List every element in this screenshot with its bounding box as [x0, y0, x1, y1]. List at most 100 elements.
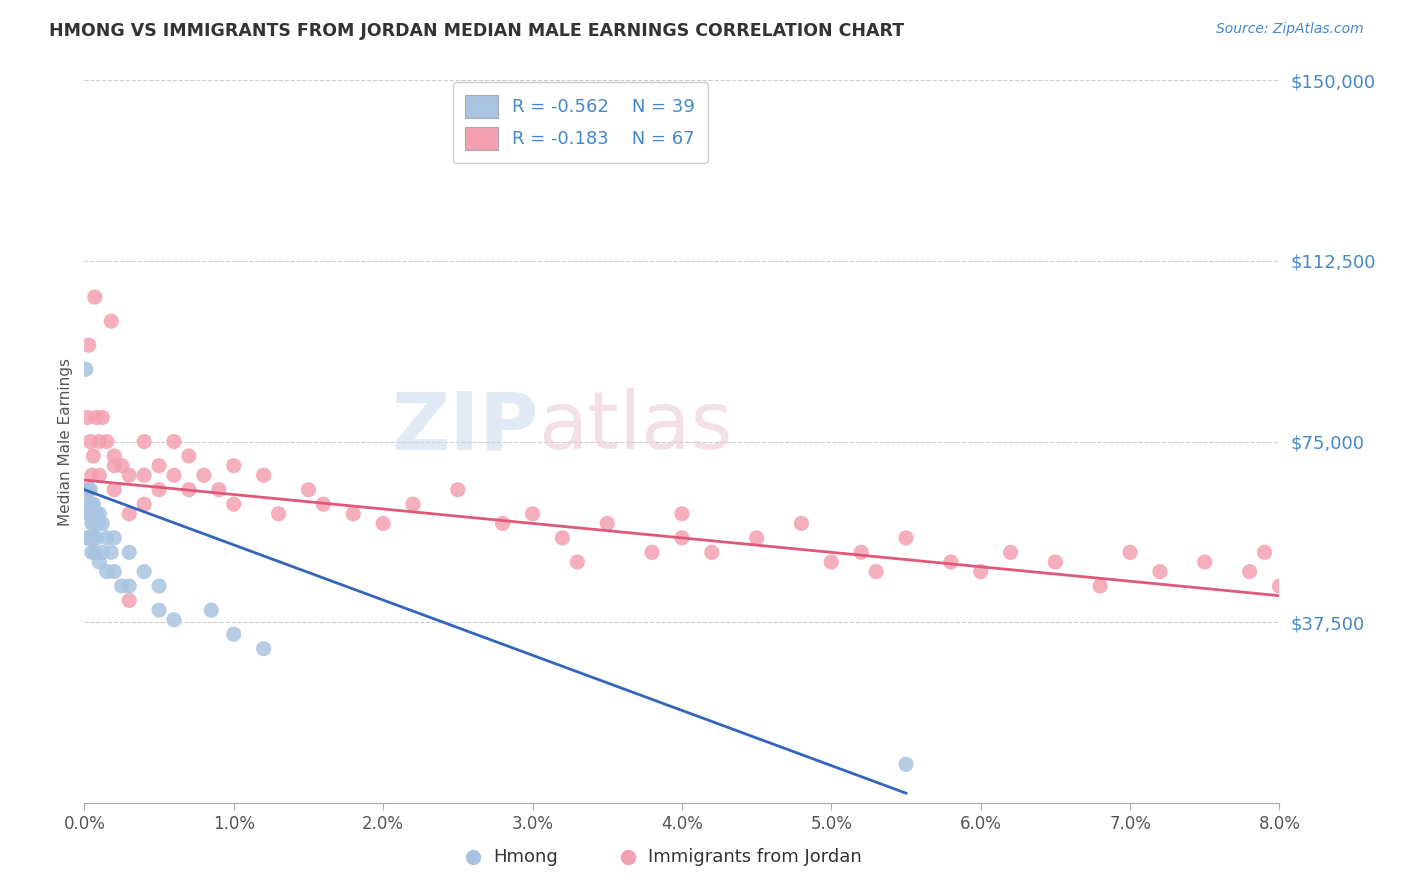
- Point: [87, 516, 110, 531]
- Point: [86, 531, 108, 545]
- Point: [86, 507, 108, 521]
- Text: atlas: atlas: [538, 388, 733, 467]
- Point: [83, 545, 105, 559]
- Point: [865, 565, 887, 579]
- Point: [312, 497, 335, 511]
- Point: [671, 507, 693, 521]
- Point: [1000, 545, 1022, 559]
- Point: [1149, 565, 1171, 579]
- Point: [148, 603, 170, 617]
- Point: [671, 531, 693, 545]
- Point: [148, 458, 170, 473]
- Y-axis label: Median Male Earnings: Median Male Earnings: [58, 358, 73, 525]
- Point: [177, 449, 200, 463]
- Point: [132, 468, 156, 483]
- Point: [75, 362, 97, 376]
- Point: [82, 497, 104, 511]
- Point: [200, 603, 222, 617]
- Point: [82, 449, 104, 463]
- Text: ZIP: ZIP: [391, 388, 538, 467]
- Point: [118, 507, 141, 521]
- Point: [820, 555, 842, 569]
- Point: [641, 545, 664, 559]
- Text: Hmong: Hmong: [494, 848, 558, 866]
- Point: [790, 516, 813, 531]
- Point: [86, 410, 108, 425]
- Point: [96, 531, 118, 545]
- Point: [551, 531, 574, 545]
- Point: [222, 458, 245, 473]
- Point: [253, 468, 276, 483]
- Point: [91, 410, 114, 425]
- Point: [96, 565, 118, 579]
- Point: [118, 468, 141, 483]
- Point: [939, 555, 962, 569]
- Point: [970, 565, 993, 579]
- Text: Immigrants from Jordan: Immigrants from Jordan: [648, 848, 862, 866]
- Point: [103, 531, 125, 545]
- Text: HMONG VS IMMIGRANTS FROM JORDAN MEDIAN MALE EARNINGS CORRELATION CHART: HMONG VS IMMIGRANTS FROM JORDAN MEDIAN M…: [49, 22, 904, 40]
- Point: [1268, 579, 1291, 593]
- Legend: R = -0.562    N = 39, R = -0.183    N = 67: R = -0.562 N = 39, R = -0.183 N = 67: [453, 82, 707, 163]
- Point: [148, 483, 170, 497]
- Point: [83, 516, 105, 531]
- Point: [1090, 579, 1112, 593]
- Point: [79, 531, 101, 545]
- Point: [1045, 555, 1067, 569]
- Point: [80, 516, 103, 531]
- Point: [76, 531, 98, 545]
- Point: [103, 449, 125, 463]
- Point: [132, 497, 156, 511]
- Point: [163, 613, 186, 627]
- Point: [76, 410, 98, 425]
- Point: [522, 507, 544, 521]
- Point: [1194, 555, 1216, 569]
- Point: [89, 555, 111, 569]
- Point: [103, 483, 125, 497]
- Point: [193, 468, 215, 483]
- Point: [118, 579, 141, 593]
- Point: [894, 531, 917, 545]
- Point: [596, 516, 619, 531]
- Point: [132, 565, 156, 579]
- Point: [297, 483, 319, 497]
- Point: [148, 579, 170, 593]
- Point: [1119, 545, 1142, 559]
- Point: [163, 434, 186, 449]
- Point: [77, 531, 100, 545]
- Point: [100, 545, 122, 559]
- Point: [89, 434, 111, 449]
- Point: [208, 483, 231, 497]
- Point: [103, 458, 125, 473]
- Point: [79, 483, 101, 497]
- Point: [91, 545, 114, 559]
- Point: [83, 290, 105, 304]
- Point: [373, 516, 395, 531]
- Point: [80, 468, 103, 483]
- Point: [267, 507, 290, 521]
- Point: [222, 497, 245, 511]
- Point: [492, 516, 515, 531]
- Point: [342, 507, 364, 521]
- Point: [75, 483, 97, 497]
- Point: [118, 545, 141, 559]
- Point: [79, 507, 101, 521]
- Point: [77, 338, 100, 352]
- Point: [76, 497, 98, 511]
- Point: [1239, 565, 1261, 579]
- Point: [132, 434, 156, 449]
- Point: [91, 516, 114, 531]
- Point: [894, 757, 917, 772]
- Point: [447, 483, 470, 497]
- Point: [700, 545, 723, 559]
- Point: [177, 483, 200, 497]
- Point: [745, 531, 768, 545]
- Point: [77, 507, 100, 521]
- Point: [96, 434, 118, 449]
- Point: [111, 579, 134, 593]
- Point: [1253, 545, 1275, 559]
- Point: [80, 545, 103, 559]
- Point: [89, 468, 111, 483]
- Point: [89, 507, 111, 521]
- Text: Source: ZipAtlas.com: Source: ZipAtlas.com: [1216, 22, 1364, 37]
